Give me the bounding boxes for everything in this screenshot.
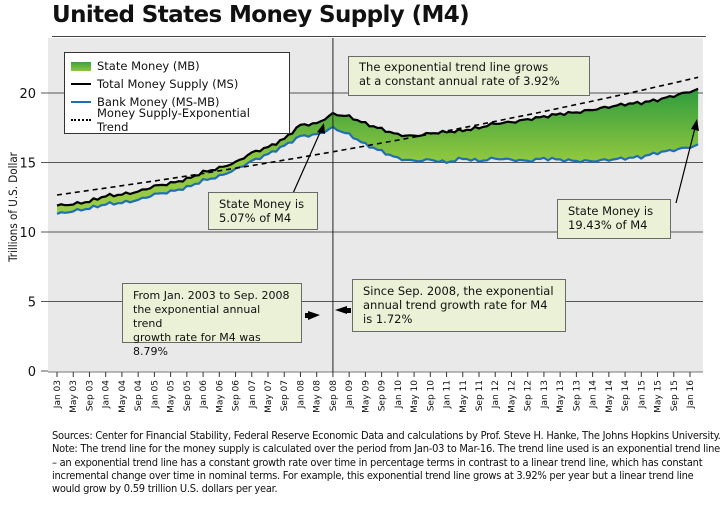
x-tick-label: May 09 xyxy=(361,380,371,413)
y-tick-label: 0 xyxy=(28,365,36,380)
green-fill-swatch xyxy=(71,61,91,71)
y-tick-label: 10 xyxy=(19,226,36,241)
x-tick-label: Sep 04 xyxy=(134,380,144,412)
x-tick-label: May 07 xyxy=(264,380,274,413)
arrowhead-state-2016 xyxy=(691,119,699,131)
note-text: Note: The trend line for the money suppl… xyxy=(52,442,720,496)
y-tick-label: 5 xyxy=(28,296,36,311)
annotation-post-2008-growth: Since Sep. 2008, the exponential annual … xyxy=(352,279,566,332)
black-line-swatch xyxy=(71,83,91,85)
x-tick-label: May 05 xyxy=(167,380,177,413)
legend-item-total-money: Total Money Supply (MS) xyxy=(71,75,283,93)
dotted-line-swatch xyxy=(71,119,91,121)
x-tick-label: Sep 10 xyxy=(426,380,436,412)
x-tick-label: Jan 08 xyxy=(296,380,306,409)
annotation-line: State Money is xyxy=(219,197,305,211)
x-tick-label: Jan 15 xyxy=(637,380,647,409)
x-tick-label: May 14 xyxy=(605,380,615,413)
x-tick-label: Sep 11 xyxy=(475,380,485,411)
annotation-line: at a constant annual rate of 3.92% xyxy=(359,74,560,88)
x-tick-label: Jan 11 xyxy=(443,380,453,409)
x-tick-label: Jan 12 xyxy=(491,380,501,409)
arrow-left-post-2008 xyxy=(335,306,347,314)
arrow-right-shaft xyxy=(305,313,309,318)
title-divider xyxy=(52,36,706,37)
legend-item-state-money: State Money (MB) xyxy=(71,57,283,75)
x-tick-label: May 15 xyxy=(654,380,664,413)
arrow-state-2008 xyxy=(289,127,323,201)
annotation-line: The exponential trend line grows xyxy=(359,60,549,74)
x-tick-label: Sep 08 xyxy=(329,380,339,412)
x-tick-label: Jan 05 xyxy=(150,380,160,409)
x-tick-label: Sep 06 xyxy=(232,380,242,412)
x-tick-label: Jan 13 xyxy=(540,380,550,409)
arrow-right-pre-2008 xyxy=(308,311,320,320)
x-tick-label: May 04 xyxy=(118,380,128,413)
annotation-line: 19.43% of M4 xyxy=(568,218,648,232)
x-tick-label: May 03 xyxy=(69,380,79,413)
annotation-line: 5.07% of M4 xyxy=(219,211,292,225)
arrow-left-shaft xyxy=(346,308,351,313)
x-tick-label: May 08 xyxy=(313,380,323,413)
arrow-state-2016 xyxy=(675,123,697,204)
x-tick-label: May 12 xyxy=(507,380,517,413)
x-tick-label: Sep 03 xyxy=(85,380,95,411)
legend-label: Money Supply-Exponential Trend xyxy=(97,106,250,134)
x-tick-label: May 13 xyxy=(556,380,566,413)
arrowhead-state-2008 xyxy=(317,123,325,134)
x-tick-label: May 06 xyxy=(215,380,225,413)
x-tick-label: Jan 09 xyxy=(345,380,355,409)
x-tick-label: May 11 xyxy=(459,380,469,413)
legend-item-trend: Money Supply-Exponential Trend xyxy=(71,106,283,134)
x-tick-label: Sep 09 xyxy=(378,380,388,412)
annotation-line: Since Sep. 2008, the exponential xyxy=(363,284,554,298)
annotation-pre-2008-growth: From Jan. 2003 to Sep. 2008 the exponent… xyxy=(122,283,302,358)
annotation-line: is 1.72% xyxy=(363,312,413,326)
y-axis-label: Trillions of U.S. Dollar xyxy=(6,152,20,262)
x-tick-label: Jan 14 xyxy=(589,380,599,409)
y-tick-label: 20 xyxy=(19,87,36,102)
x-tick-label: Sep 13 xyxy=(572,380,582,411)
x-tick-label: Jan 03 xyxy=(53,380,63,409)
annotation-line: annual trend growth rate for M4 xyxy=(363,298,548,312)
blue-line-swatch xyxy=(71,101,91,103)
annotation-state-money-2008: State Money is 5.07% of M4 xyxy=(208,192,318,230)
state-money-area xyxy=(57,88,699,214)
annotation-line: the exponential annual trend xyxy=(133,303,261,330)
exponential-trend-line xyxy=(56,76,699,196)
annotation-line: From Jan. 2003 to Sep. 2008 xyxy=(133,289,290,302)
x-tick-label: Sep 07 xyxy=(280,380,290,411)
total-money-supply-line xyxy=(56,87,699,207)
legend-item-bank-money: Bank Money (MS-MB) xyxy=(71,93,283,111)
x-tick-label: Sep 14 xyxy=(621,380,631,412)
footer-notes: Sources: Center for Financial Stability,… xyxy=(52,429,722,495)
sources-text: Sources: Center for Financial Stability,… xyxy=(52,429,721,442)
legend-label: State Money (MB) xyxy=(97,59,200,73)
x-tick-label: Jan 04 xyxy=(102,380,112,409)
y-tick-label: 15 xyxy=(19,157,36,172)
x-tick-label: Jan 10 xyxy=(394,380,404,409)
x-tick-label: Sep 12 xyxy=(524,380,534,411)
annotation-trend-rate: The exponential trend line grows at a co… xyxy=(348,56,590,96)
x-tick-label: Sep 15 xyxy=(670,380,680,411)
legend-label: Total Money Supply (MS) xyxy=(97,77,239,91)
x-tick-label: Sep 05 xyxy=(183,380,193,411)
annotation-state-money-2016: State Money is 19.43% of M4 xyxy=(557,199,671,239)
annotation-line: growth rate for M4 was 8.79% xyxy=(133,331,261,358)
legend: State Money (MB) Total Money Supply (MS)… xyxy=(64,52,290,134)
x-tick-label: Jan 06 xyxy=(199,380,209,409)
legend-label: Bank Money (MS-MB) xyxy=(97,95,220,109)
bank-money-line xyxy=(56,125,699,215)
x-tick-label: Jan 16 xyxy=(686,380,696,409)
annotation-line: State Money is xyxy=(568,204,654,218)
x-tick-label: May 10 xyxy=(410,380,420,413)
x-tick-label: Jan 07 xyxy=(248,380,258,409)
chart-title: United States Money Supply (M4) xyxy=(52,2,470,28)
